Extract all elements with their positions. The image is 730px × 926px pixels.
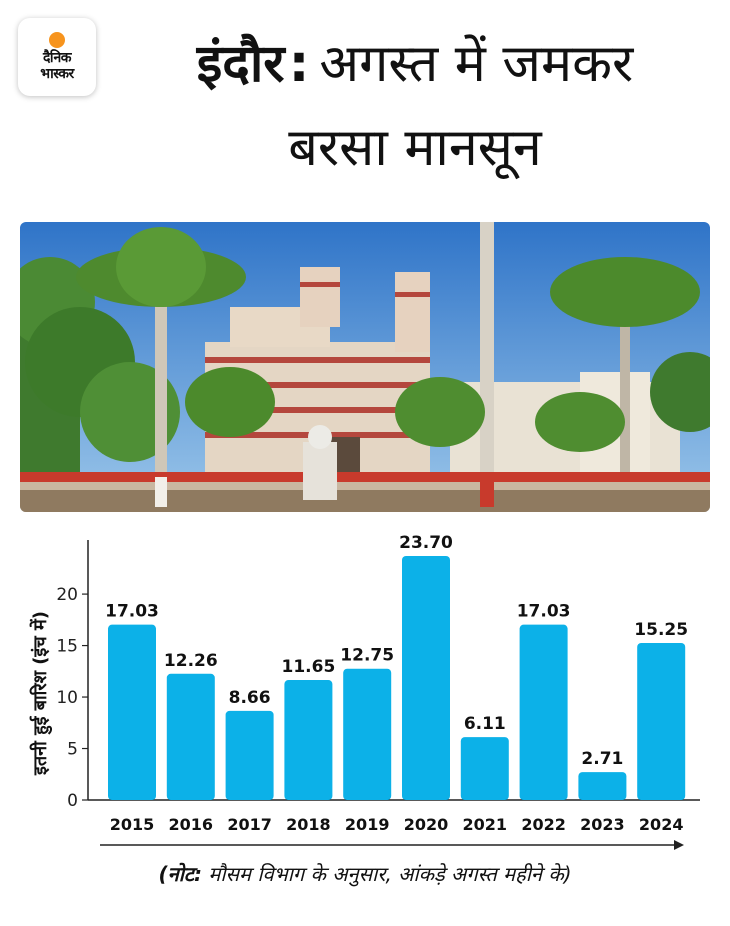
headline-city: इंदौर [196, 34, 285, 94]
y-tick-label: 5 [67, 740, 78, 760]
x-label-2024: 2024 [639, 815, 684, 834]
x-label-2015: 2015 [110, 815, 155, 834]
bars [108, 556, 686, 800]
logo-text-line1: दैनिक [42, 50, 72, 66]
value-label-2016: 12.26 [164, 651, 218, 671]
source-note: (नोट: मौसम विभाग के अनुसार, आंकड़े अगस्त… [0, 860, 730, 887]
x-label-2018: 2018 [286, 815, 331, 834]
y-tick-label: 0 [67, 791, 78, 811]
x-axis-arrowhead [674, 840, 684, 850]
x-label-2019: 2019 [345, 815, 390, 834]
y-axis-label: इतनी हुई बारिश (इंच में) [30, 611, 51, 775]
headline-line1: इंदौर: अगस्त में जमकर [110, 22, 720, 106]
bar-2024 [637, 642, 686, 800]
x-label-2016: 2016 [169, 815, 214, 834]
rajwada-palace-photo [20, 222, 710, 512]
bar-2019 [343, 668, 392, 800]
x-label-2022: 2022 [521, 815, 566, 834]
value-label-2015: 17.03 [105, 602, 159, 622]
headline: इंदौर: अगस्त में जमकर बरसा मानसून [110, 22, 720, 190]
x-axis-labels: 2015 2016 2017 2018 2019 2020 2021 2022 2023 2024 [110, 815, 684, 834]
headline-separator: : [288, 34, 310, 94]
y-axis-ticks: 0 5 10 15 20 [56, 585, 88, 811]
value-label-2022: 17.03 [517, 602, 571, 622]
value-label-2018: 11.65 [282, 657, 336, 677]
bar-2022 [519, 624, 568, 800]
y-tick-label: 20 [56, 585, 78, 605]
logo-sun-icon [49, 32, 65, 48]
bar-2021 [460, 737, 509, 800]
logo-text-line2: भास्कर [40, 66, 74, 82]
bar-2017 [225, 710, 274, 800]
value-label-2019: 12.75 [340, 646, 394, 666]
x-label-2021: 2021 [463, 815, 508, 834]
value-label-2017: 8.66 [229, 688, 271, 708]
x-label-2020: 2020 [404, 815, 449, 834]
bar-2016 [166, 673, 215, 800]
note-prefix: (नोट: [158, 862, 203, 886]
x-label-2017: 2017 [227, 815, 272, 834]
y-tick-label: 10 [56, 688, 78, 708]
headline-line2: बरसा मानसून [288, 118, 542, 178]
y-tick-label: 15 [56, 637, 78, 657]
bar-2015 [108, 624, 156, 800]
value-label-2023: 2.71 [581, 749, 623, 769]
headline-line1-rest: अगस्त में जमकर [319, 34, 634, 94]
bar-2018 [284, 680, 333, 800]
value-label-2021: 6.11 [464, 714, 506, 734]
x-label-2023: 2023 [580, 815, 625, 834]
dainik-bhaskar-logo: दैनिक भास्कर [18, 18, 96, 96]
value-label-2024: 15.25 [634, 620, 688, 640]
note-text: मौसम विभाग के अनुसार, आंकड़े अगस्त महीने… [202, 862, 572, 886]
bar-2023 [578, 772, 627, 800]
value-label-2020: 23.70 [399, 533, 453, 553]
bar-2020 [402, 556, 450, 800]
